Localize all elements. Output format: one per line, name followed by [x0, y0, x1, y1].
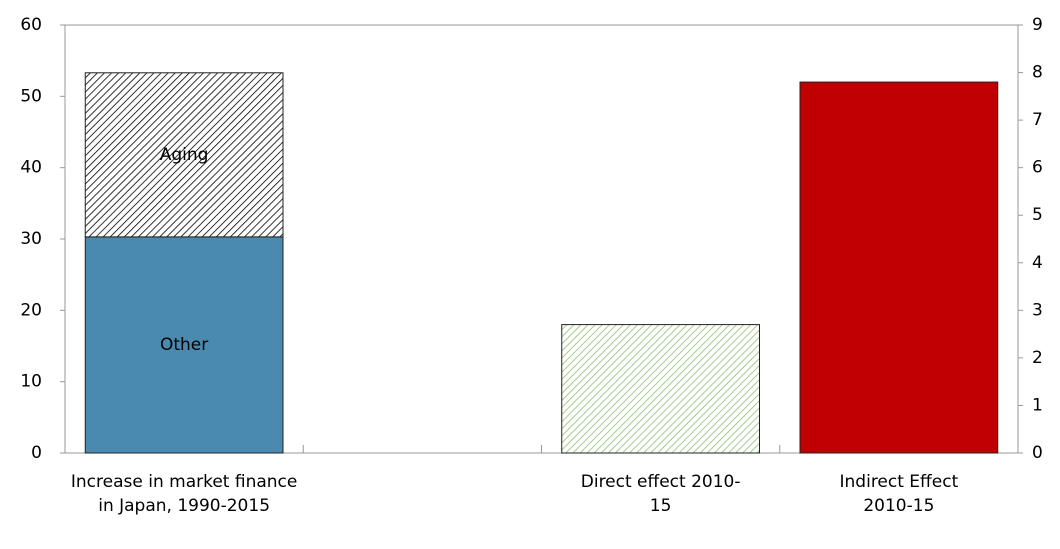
- y2-tick-label: 6: [1032, 158, 1043, 178]
- y-tick-label: 30: [20, 229, 42, 249]
- y2-tick-label: 7: [1032, 110, 1043, 130]
- x-tick-label: Direct effect 2010-15: [580, 472, 741, 516]
- bar: [84, 72, 284, 238]
- x-tick-label: Indirect Effect 2010-15: [839, 472, 959, 516]
- y-tick-label: 40: [20, 158, 42, 178]
- y-tick-label: 20: [20, 300, 42, 320]
- y2-tick-label: 0: [1032, 443, 1043, 463]
- y2-tick-label: 3: [1032, 300, 1043, 320]
- y2-tick-label: 1: [1032, 395, 1043, 415]
- bar: [799, 81, 999, 454]
- y-tick-label: 50: [20, 86, 42, 106]
- y2-tick-label: 8: [1032, 63, 1043, 83]
- bar: [84, 236, 284, 454]
- bar-label: Other: [160, 335, 208, 355]
- y2-tick-label: 4: [1032, 253, 1043, 273]
- x-tick-label: Increase in market finance in Japan, 199…: [70, 472, 298, 516]
- y-tick-label: 10: [20, 372, 42, 392]
- y2-tick-label: 2: [1032, 348, 1043, 368]
- y2-tick-label: 9: [1032, 15, 1043, 35]
- bar: [561, 324, 760, 454]
- y-tick-label: 60: [20, 15, 42, 35]
- bar-label: Aging: [160, 145, 209, 165]
- y2-tick-label: 5: [1032, 205, 1043, 225]
- y-tick-label: 0: [31, 443, 42, 463]
